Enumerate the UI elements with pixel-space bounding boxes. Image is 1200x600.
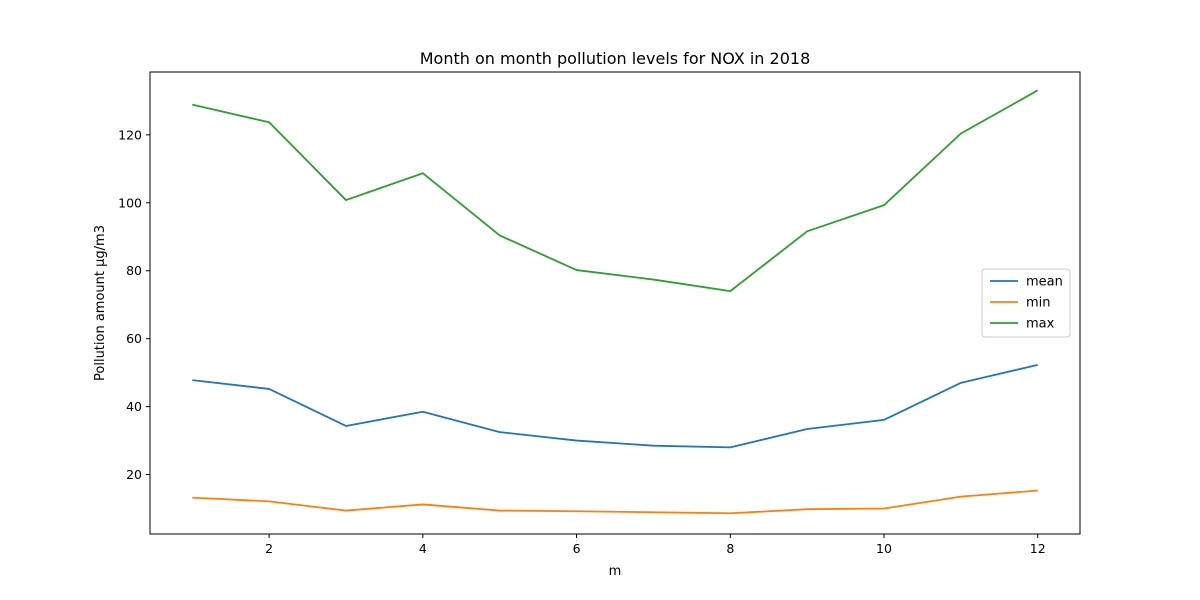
plot-frame bbox=[149, 71, 1081, 535]
series-line-max bbox=[192, 89, 1039, 293]
y-tick-label: 20 bbox=[126, 467, 142, 482]
legend-label-mean: mean bbox=[1026, 275, 1063, 290]
x-tick-label: 4 bbox=[419, 541, 427, 556]
chart-title: Month on month pollution levels for NOX … bbox=[420, 49, 811, 68]
x-axis-label: m bbox=[609, 564, 622, 579]
x-axis: 2 4 6 8 10 12 bbox=[265, 534, 1046, 556]
x-tick-label: 2 bbox=[265, 541, 273, 556]
x-tick-label: 10 bbox=[876, 541, 892, 556]
legend-label-max: max bbox=[1026, 317, 1055, 332]
x-tick-label: 8 bbox=[726, 541, 734, 556]
legend-label-min: min bbox=[1026, 296, 1051, 311]
legend-box bbox=[981, 268, 1071, 338]
y-tick-label: 60 bbox=[126, 331, 142, 346]
series-layer bbox=[192, 89, 1039, 515]
legend: mean min max bbox=[981, 268, 1071, 338]
y-tick-label: 120 bbox=[118, 127, 142, 142]
series-line-mean bbox=[192, 363, 1038, 449]
x-tick-label: 12 bbox=[1030, 541, 1046, 556]
y-axis-label: Pollution amount µg/m3 bbox=[93, 225, 108, 381]
y-tick-label: 100 bbox=[118, 195, 142, 210]
y-tick-label: 40 bbox=[126, 399, 142, 414]
y-tick-label: 80 bbox=[126, 263, 142, 278]
y-axis: 20 40 60 80 100 120 bbox=[118, 127, 150, 482]
series-line-min bbox=[192, 489, 1038, 515]
x-tick-label: 6 bbox=[573, 541, 581, 556]
